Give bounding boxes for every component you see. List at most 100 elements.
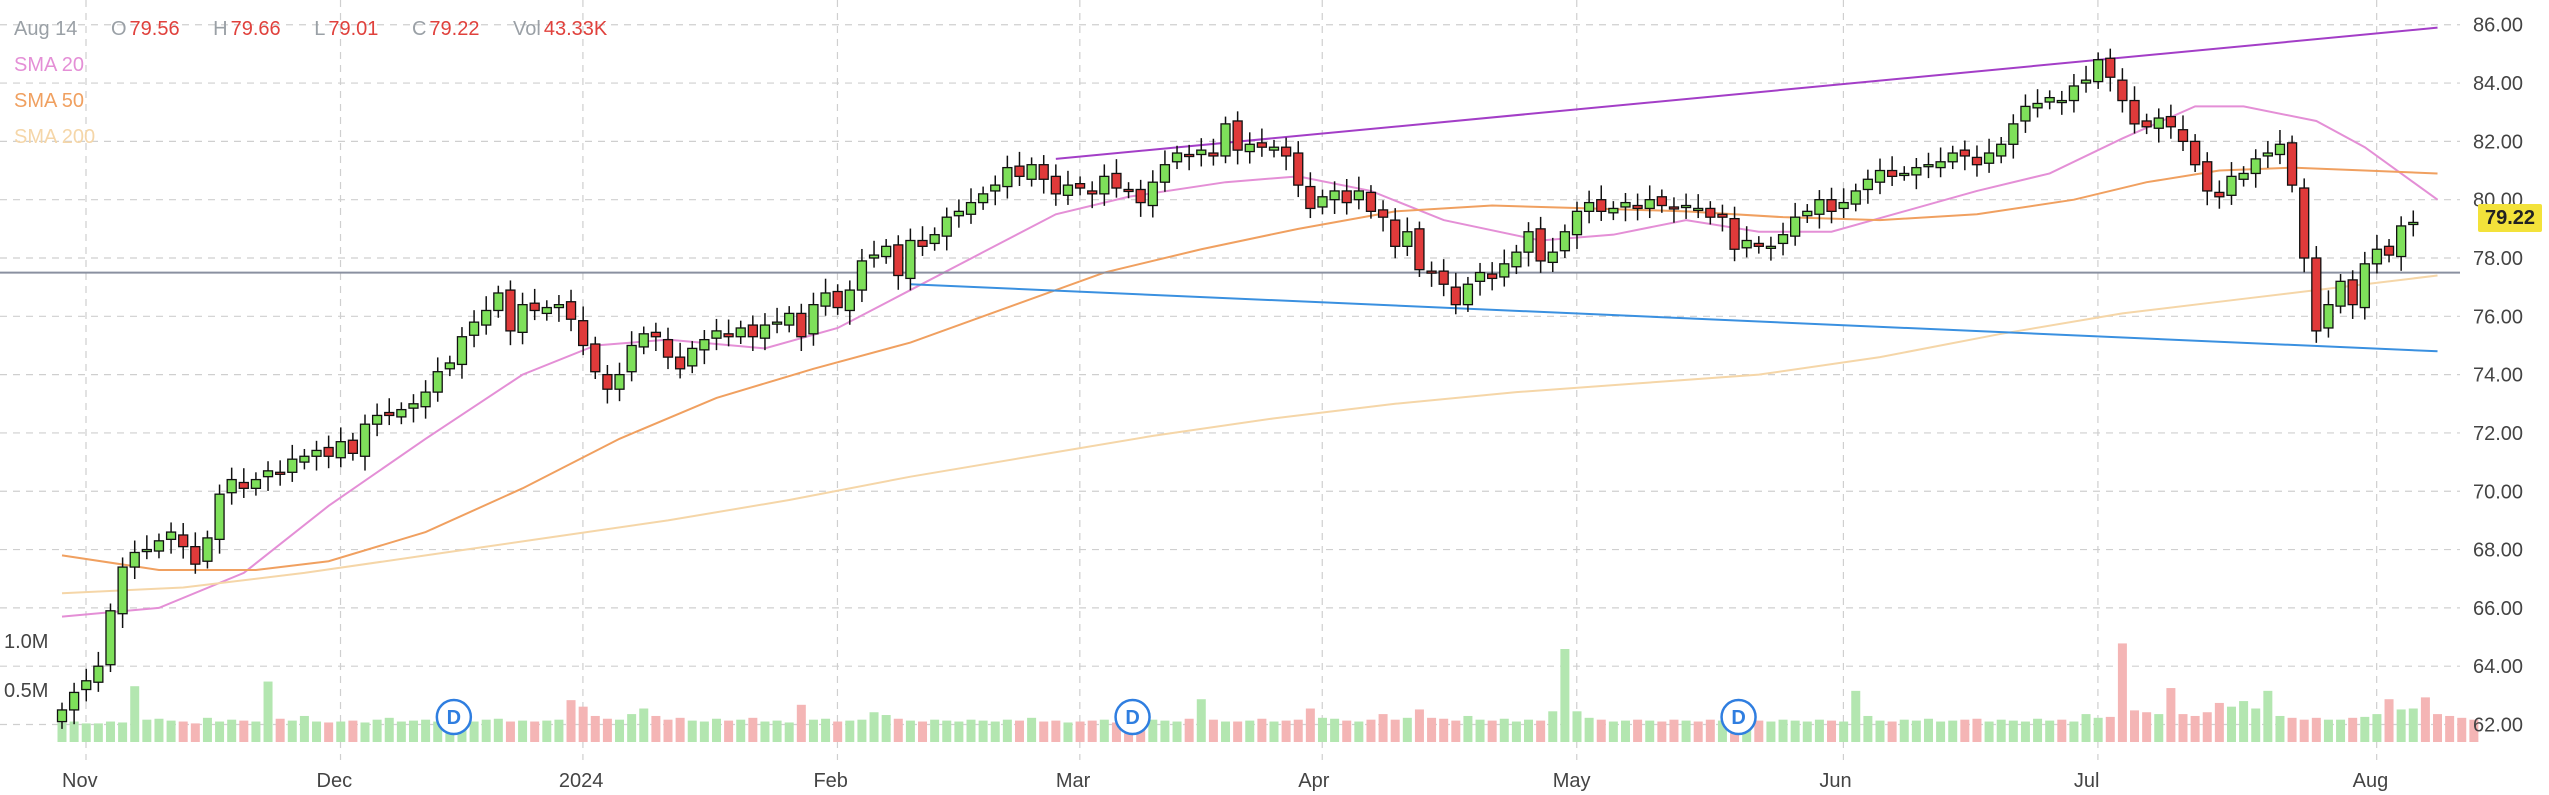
price-axis: 86.0084.0082.0080.0078.0076.0074.0072.00… [2473,15,2523,737]
candle-body [1414,228,1425,271]
candle [2299,178,2310,273]
price-tick-label: 78.00 [2473,248,2523,270]
candle-body [1256,142,1268,148]
volume-bar [1160,720,1170,742]
candle [1062,170,1074,205]
candle [2129,86,2140,134]
candle [1171,145,1183,170]
volume-bar [1802,721,1812,742]
volume-bar [1172,721,1182,742]
candle-body [190,546,201,565]
candle [905,228,916,291]
candle [432,357,443,402]
dividend-marker[interactable]: D [435,698,473,736]
candle-body [1583,201,1595,212]
candle [1365,185,1377,219]
candle-body [505,289,516,332]
volume-bar [1911,720,1921,742]
candle [2214,180,2225,209]
time-tick-label: Dec [317,770,353,792]
candle-body [1499,263,1510,278]
candle-body [905,239,916,280]
candle-body [953,210,965,217]
candle [1983,138,1995,173]
volume-bar [1863,715,1873,742]
volume-bar [808,719,818,742]
candle [1135,179,1146,217]
legend-sma-50[interactable]: SMA 50 [14,90,85,112]
candle-body [1947,152,1958,163]
volume-bar [602,718,612,742]
volume-bar [796,704,806,742]
volume-bar [1572,711,1582,742]
candle [1426,261,1437,287]
candle-body [844,289,855,312]
candle [1765,236,1777,261]
volume-bar [57,722,67,742]
candle-body [1559,231,1571,252]
candle-body [81,680,92,691]
volume-bar [1778,719,1788,742]
volume-bar [675,717,685,742]
candle [456,327,468,379]
volume-bar [1923,718,1933,742]
dividend-marker[interactable]: D [1720,698,1757,736]
candle-body [2274,143,2286,156]
candle [68,682,80,725]
candle-body [1535,228,1546,262]
volume-bar [2226,706,2236,742]
candle [1838,188,1849,219]
volume-bar [1608,721,1618,742]
candle [2008,114,2019,159]
candle [493,285,504,318]
volume-bar [299,715,309,742]
candle-body [2408,221,2419,226]
candle-body [1329,190,1340,201]
volume-bar [554,719,564,742]
candle [226,467,237,505]
grid-lines [0,0,2460,760]
volume-bar [1766,721,1776,742]
candle [56,702,68,729]
candle [1777,222,1789,256]
volume-bar [687,720,697,742]
candle-body [493,292,504,312]
open-label: O [110,18,127,40]
candle [1547,237,1558,272]
volume-bar [1875,720,1885,742]
candle-body [275,471,286,475]
candle [214,484,225,554]
dividend-marker[interactable]: D [1114,698,1151,736]
legend-sma-200[interactable]: SMA 200 [14,126,96,148]
candle-body [359,423,371,457]
candle [384,398,395,426]
candle [1850,183,1861,212]
volume-bar [2057,719,2067,742]
volume-bar [1317,717,1327,742]
candle [662,327,674,370]
candle-body [747,324,758,338]
volume-bar [2214,702,2224,742]
candle-body [699,338,710,351]
candle-body [893,244,904,277]
candle [2238,166,2249,187]
volume-bar [1366,719,1376,742]
candle-body [2117,79,2128,102]
volume-bar [1402,717,1412,742]
candle-body [868,254,880,259]
volume-bar [1269,721,1279,742]
candle-body [432,371,443,393]
volume-bar [2420,697,2430,742]
volume-bar [1705,719,1715,742]
volume-bar [2372,714,2382,742]
candle-body [1159,164,1171,183]
candle [275,460,286,486]
volume-bar [711,718,721,742]
legend-sma-20[interactable]: SMA 20 [14,54,85,76]
volume-bar [215,721,225,742]
volume-bar [1014,720,1024,742]
candle [881,239,892,264]
volume-bar [821,718,831,742]
